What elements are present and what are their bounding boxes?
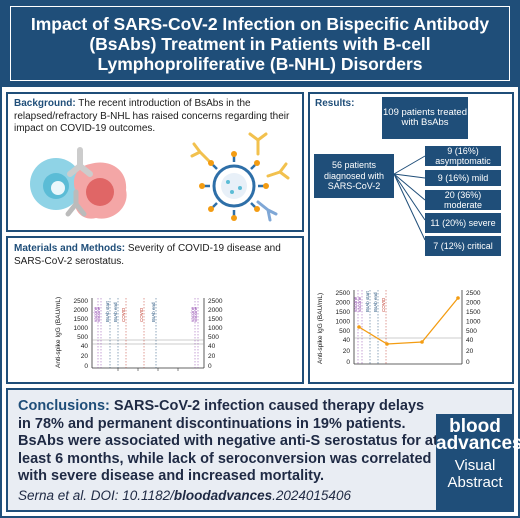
outcome-mild: 9 (16%) mild [425, 170, 501, 186]
outcome-critical: 7 (12%) critical [425, 236, 501, 256]
outcome-asymptomatic: 9 (16%) asymptomatic [425, 146, 501, 166]
antibody-point [456, 296, 460, 300]
tick-label: 40 [208, 343, 216, 350]
tick-label: 2500 [466, 290, 481, 297]
antibody-point [420, 340, 424, 344]
tick-label: 0 [466, 359, 470, 366]
tick-label: 1000 [336, 319, 351, 326]
outcome-moderate: 20 (36%) moderate [425, 190, 501, 210]
tick-label: 40 [466, 337, 474, 344]
conclusions-panel: Conclusions: SARS-CoV-2 infection caused… [6, 388, 514, 512]
methods-panel: Materials and Methods: Severity of COVID… [6, 236, 304, 384]
diagnosed-patients-box: 56 patients diagnosed with SARS-CoV-2 [314, 154, 394, 198]
badge-advances: advances [436, 433, 520, 454]
tick-label: 1500 [74, 316, 89, 323]
event-label: vaccine [353, 296, 358, 312]
tick-label: 500 [208, 334, 219, 341]
event-label: COVID [381, 297, 386, 312]
event-label: COVID [139, 307, 144, 322]
header: Impact of SARS-CoV-2 Infection on Bispec… [0, 0, 520, 87]
tick-label: 0 [208, 363, 212, 370]
tick-label: 1000 [74, 325, 89, 332]
citation-journal: bloodadvances [173, 488, 273, 503]
page-title: Impact of SARS-CoV-2 Infection on Bispec… [30, 13, 490, 74]
background-body: The recent introduction of BsAbs in the … [14, 98, 290, 134]
citation: Serna et al. DOI: 10.1182/bloodadvances.… [18, 488, 351, 503]
event-label: BsAb start [365, 290, 370, 312]
event-label: vaccine [93, 306, 98, 322]
event-label: vaccine [357, 296, 362, 312]
event-label: vaccine [96, 306, 101, 322]
background-label: Background: [14, 98, 76, 109]
tick-label: 2000 [74, 307, 89, 314]
tick-label: 20 [208, 353, 216, 360]
background-text: Background: The recent introduction of B… [14, 98, 298, 136]
tick-label: 500 [466, 328, 477, 335]
event-label: COVID [121, 307, 126, 322]
antibody-point [357, 325, 361, 329]
tick-label: 40 [343, 337, 351, 344]
antibody-icon [67, 147, 93, 177]
antibody-icon [190, 132, 290, 222]
results-label: Results: [315, 98, 355, 109]
tick-label: 0 [346, 359, 350, 366]
total-patients-box: 109 patients treated with BsAbs [382, 97, 468, 139]
methods-label: Materials and Methods: [14, 243, 126, 254]
event-label: BsAb end [151, 302, 156, 322]
tick-label: 1500 [208, 316, 223, 323]
tick-label: 20 [81, 353, 89, 360]
tick-label: 2000 [466, 300, 481, 307]
event-label: BsAb start [105, 300, 110, 322]
tick-label: 500 [339, 328, 350, 335]
tick-label: 2000 [208, 307, 223, 314]
tick-label: 500 [77, 334, 88, 341]
visual-abstract-badge: blood advances Visual Abstract [436, 414, 520, 512]
cells-illustration [30, 147, 127, 219]
badge-blood: blood [449, 416, 501, 437]
citation-prefix: Serna et al. DOI: 10.1182/ [18, 488, 174, 503]
badge-abstract: Abstract [447, 474, 503, 491]
y-axis-label: Anti-spike IgG (BAU/mL) [317, 293, 324, 364]
event-label: BsAb end [113, 302, 118, 322]
conclusions-body: SARS-CoV-2 infection caused therapy dela… [18, 398, 438, 484]
conclusions-label: Conclusions: [18, 398, 110, 414]
header-title-box: Impact of SARS-CoV-2 Infection on Bispec… [10, 6, 510, 81]
antibody-series-line [358, 297, 459, 345]
tick-label: 40 [81, 343, 89, 350]
event-label: vaccine [193, 306, 198, 322]
tick-label: 2000 [336, 300, 351, 307]
tick-label: 2500 [336, 290, 351, 297]
background-panel: Background: The recent introduction of B… [6, 92, 304, 232]
citation-suffix: .2024015406 [272, 488, 351, 503]
tick-label: 2500 [208, 298, 223, 305]
tick-label: 1000 [466, 319, 481, 326]
tick-label: 1000 [208, 325, 223, 332]
badge-visual: Visual [454, 457, 496, 474]
y-axis-label: Anti-spike IgG (BAU/mL) [55, 297, 62, 368]
outcome-severe: 11 (20%) severe [425, 213, 501, 233]
b-cell-icon [73, 162, 127, 219]
coronavirus-icon [199, 151, 269, 221]
methods-body: Severity of COVID-19 disease and SARS-Co… [14, 243, 281, 267]
tick-label: 1500 [336, 309, 351, 316]
results-panel: Results: 109 patients treated with BsAbs… [308, 92, 514, 384]
tick-label: 1500 [466, 309, 481, 316]
methods-text: Materials and Methods: Severity of COVID… [14, 243, 298, 268]
results-connectors [393, 155, 426, 241]
tick-label: 20 [466, 348, 474, 355]
tick-label: 2500 [74, 298, 89, 305]
event-label: vaccine [190, 306, 195, 322]
tick-label: 0 [84, 363, 88, 370]
event-label: BsAb end [373, 292, 378, 312]
tick-label: 20 [343, 348, 351, 355]
conclusions-text: Conclusions: SARS-CoV-2 infection caused… [18, 398, 438, 486]
antibody-point [385, 342, 389, 346]
virus-illustration [190, 132, 290, 222]
